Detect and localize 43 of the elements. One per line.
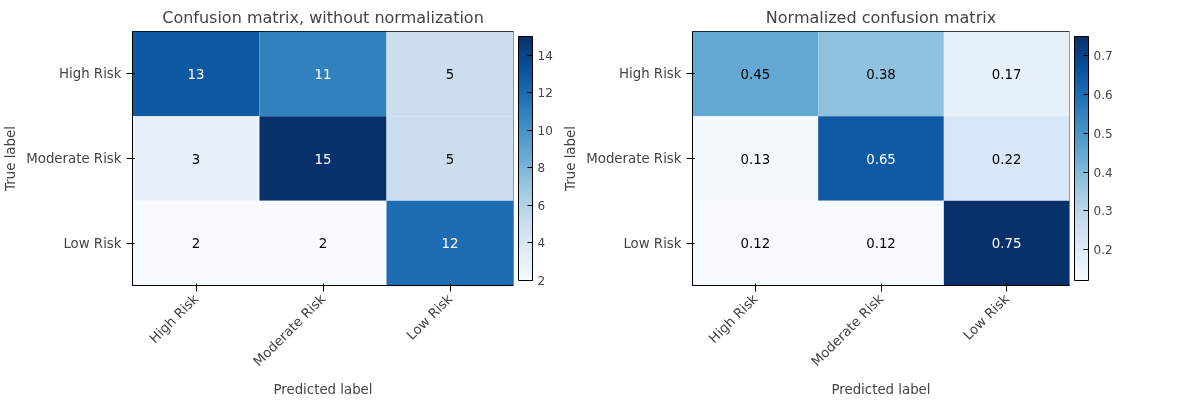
color-bar-label: 0.3 [1093,204,1113,219]
data-label: 0.12 [740,236,771,252]
color-bar-label: 10 [537,123,553,138]
y-tick-label: Moderate Risk [26,151,122,166]
data-label: 0.45 [740,66,771,82]
data-label: 0.38 [866,66,896,82]
data-label: 0.17 [991,66,1022,82]
y-tick-label: Low Risk [63,235,122,251]
y-axis-title: True label [563,126,579,192]
data-label: 2 [318,236,328,252]
data-label: 0.65 [866,151,896,167]
data-label: 5 [445,151,455,167]
y-tick-label: Low Risk [623,235,682,251]
data-label: 11 [314,66,332,82]
chart-title: Normalized confusion matrix [765,7,997,27]
y-tick-label: High Risk [619,66,682,82]
y-tick-label: Moderate Risk [586,151,682,166]
y-axis-title: True label [3,126,19,192]
data-label: 2 [191,236,201,252]
x-axis-title: Predicted label [273,382,373,398]
color-bar-label: 4 [537,236,546,251]
chart-title: Confusion matrix, without normalization [162,7,484,27]
color-bar-label: 0.6 [1093,88,1113,103]
color-bar-label: 2 [537,274,546,288]
color-bar-label: 0.5 [1093,126,1113,141]
x-axis-title: Predicted label [831,382,931,398]
data-label: 0.75 [991,236,1022,252]
color-bar-label: 6 [537,198,546,213]
color-bar-label: 8 [537,161,546,176]
data-label: 13 [187,66,205,82]
color-bar-label: 0.4 [1093,165,1113,180]
color-bar-label: 0.7 [1093,49,1113,64]
color-bar-label: 12 [537,86,553,101]
data-label: 5 [445,66,455,82]
data-label: 0.22 [991,151,1022,167]
color-bar-label: 0.2 [1093,243,1113,258]
data-label: 15 [314,151,332,167]
color-bar-label: 14 [537,48,553,63]
data-label: 12 [441,236,459,252]
data-label: 3 [191,151,201,167]
data-label: 0.13 [740,151,771,167]
y-tick-label: High Risk [59,66,122,82]
data-label: 0.12 [866,236,896,252]
